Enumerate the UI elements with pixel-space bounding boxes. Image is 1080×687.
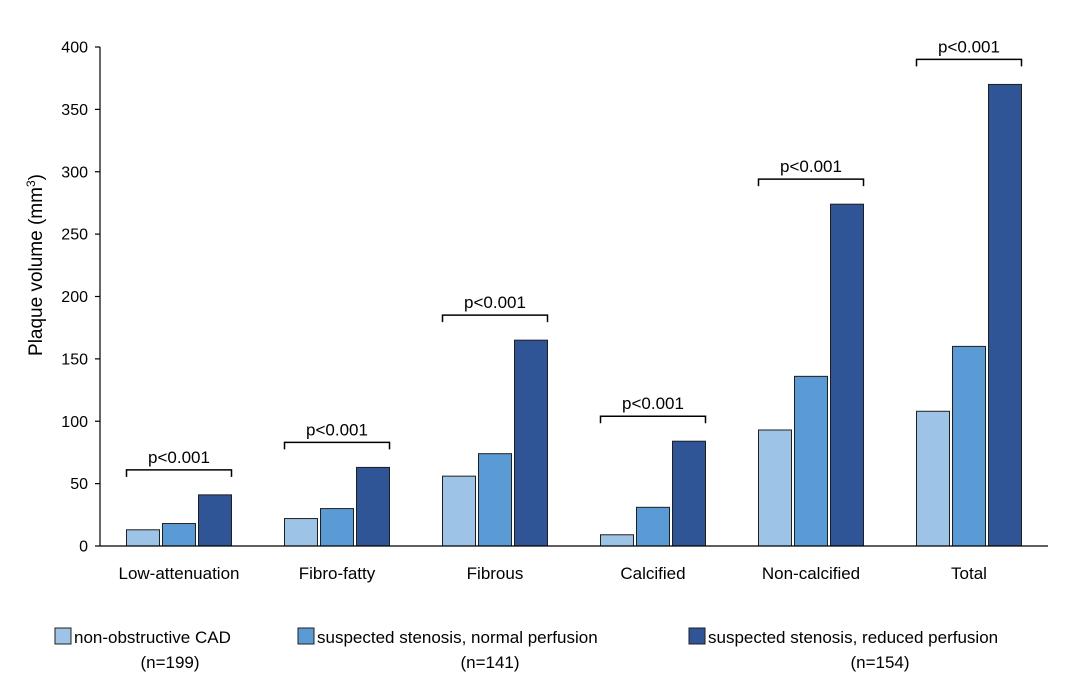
bar xyxy=(672,440,706,547)
legend-swatch xyxy=(54,627,72,645)
x-tick-label: Non-calcified xyxy=(762,564,860,583)
y-tick-label: 150 xyxy=(61,351,88,368)
x-tick-label: Calcified xyxy=(620,564,685,583)
y-axis: 0 50 100 150 200 250 300 350 400 xyxy=(61,40,101,556)
bar xyxy=(514,339,548,547)
significance-bracket xyxy=(441,314,549,323)
significance-bracket xyxy=(915,58,1023,67)
bar xyxy=(830,203,864,547)
bar xyxy=(478,453,512,547)
y-tick-label: 200 xyxy=(61,289,88,306)
bar xyxy=(356,466,390,547)
bar xyxy=(284,518,318,547)
bar xyxy=(794,375,828,547)
significance-label: p<0.001 xyxy=(306,420,368,439)
significance-brackets: p<0.001 p<0.001 p<0.001 p<0.001 p<0.001 p<0.0… xyxy=(125,37,1023,477)
legend-n: (n=199) xyxy=(140,653,199,672)
significance-bracket xyxy=(283,441,391,450)
x-tick-label: Total xyxy=(951,564,987,583)
bar xyxy=(758,429,792,547)
significance-bracket xyxy=(125,469,233,477)
bar xyxy=(162,523,196,547)
bars xyxy=(126,83,1022,547)
legend-swatch xyxy=(688,627,706,645)
bar xyxy=(198,494,232,547)
significance-bracket xyxy=(599,415,707,424)
bar xyxy=(320,508,354,547)
significance-bracket xyxy=(757,178,865,187)
bar xyxy=(126,529,160,547)
significance-label: p<0.001 xyxy=(622,394,684,413)
bar xyxy=(988,83,1022,547)
y-tick-label: 50 xyxy=(70,476,88,493)
bar xyxy=(916,410,950,547)
y-tick-label: 250 xyxy=(61,227,88,244)
y-tick-label: 350 xyxy=(61,102,88,119)
legend-n: (n=141) xyxy=(460,653,519,672)
bar xyxy=(952,345,986,547)
y-tick-label: 100 xyxy=(61,414,88,431)
bar xyxy=(442,475,476,547)
y-axis-title: Plaque volume (mm3) xyxy=(24,174,47,356)
significance-label: p<0.001 xyxy=(148,448,210,467)
x-tick-label: Fibro-fatty xyxy=(299,564,376,583)
legend-label: suspected stenosis, reduced perfusion xyxy=(708,628,998,647)
bar xyxy=(600,534,634,547)
x-axis: Low-attenuation Fibro-fatty Fibrous Calcifi… xyxy=(100,545,1048,583)
legend-label: non-obstructive CAD xyxy=(74,628,231,647)
legend-swatch xyxy=(297,627,315,645)
significance-label: p<0.001 xyxy=(780,157,842,176)
significance-label: p<0.001 xyxy=(464,293,526,312)
x-tick-label: Fibrous xyxy=(467,564,524,583)
bar xyxy=(636,506,670,547)
legend-n: (n=154) xyxy=(850,653,909,672)
y-tick-label: 0 xyxy=(79,539,88,556)
legend: non-obstructive CAD (n=199) suspected sten… xyxy=(54,627,998,672)
legend-label: suspected stenosis, normal perfusion xyxy=(317,628,598,647)
y-tick-label: 400 xyxy=(61,40,88,57)
x-tick-label: Low-attenuation xyxy=(119,564,240,583)
y-tick-label: 300 xyxy=(61,164,88,181)
significance-label: p<0.001 xyxy=(938,37,1000,56)
